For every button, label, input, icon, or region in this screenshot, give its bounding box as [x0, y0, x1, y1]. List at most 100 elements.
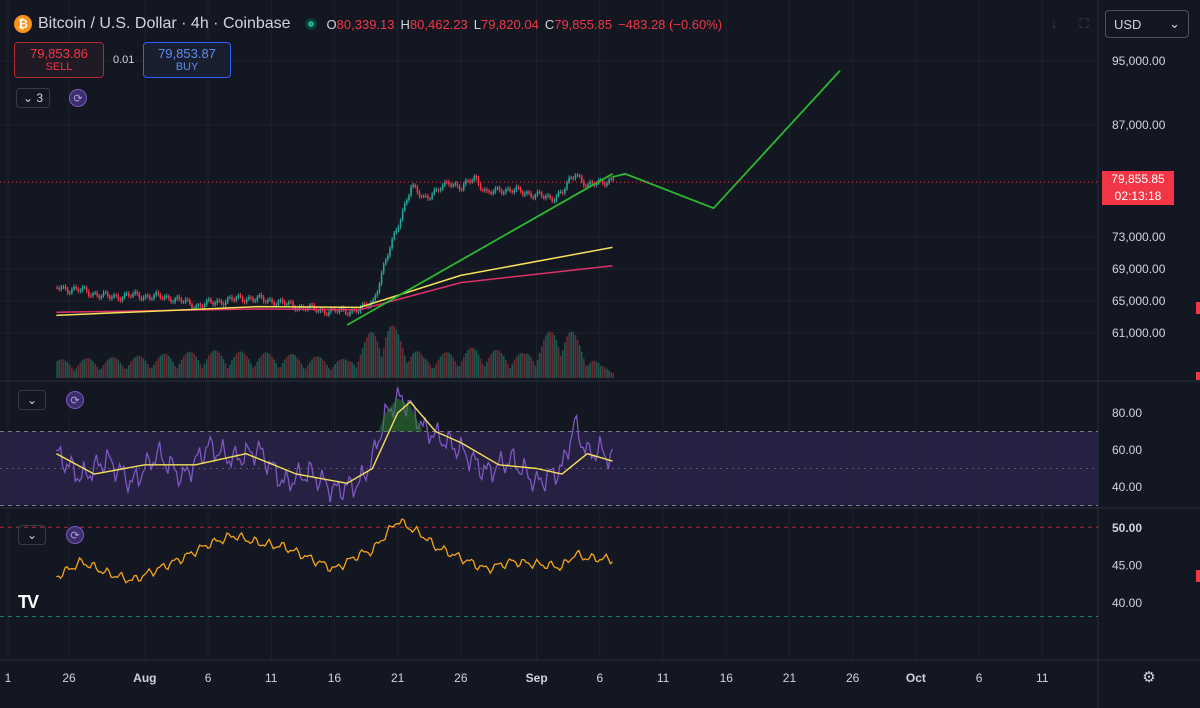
candle-body	[104, 292, 107, 294]
volume-bar	[549, 331, 551, 378]
candle-body	[570, 177, 572, 179]
candle-body	[431, 194, 433, 199]
last-price-value: 79,855.85	[1111, 172, 1165, 186]
candle-body	[273, 302, 275, 306]
buy-button[interactable]: 79,853.87 BUY	[143, 42, 231, 78]
oscillator-sync-icon[interactable]: ⟳	[66, 526, 84, 544]
candle-body	[243, 300, 246, 303]
volume-bar	[214, 350, 216, 378]
chevron-down-icon: ⌄	[1169, 16, 1180, 31]
volume-bar	[218, 352, 221, 378]
candle-body	[420, 196, 423, 198]
candle-body	[224, 301, 227, 306]
volume-bar	[83, 358, 86, 378]
currency-select[interactable]: USD ⌄	[1105, 10, 1189, 38]
candle-body	[123, 293, 126, 298]
volume-bar	[151, 368, 153, 378]
gear-icon[interactable]: ⚙	[1142, 669, 1156, 686]
candle-body	[326, 313, 328, 315]
rsi-sync-icon[interactable]: ⟳	[66, 391, 84, 409]
ema-fast-line	[56, 246, 613, 317]
candle-body	[85, 287, 88, 292]
volume-bar	[92, 361, 94, 378]
candle-body	[168, 295, 170, 299]
volume-bar	[412, 353, 414, 378]
volume-bar	[307, 365, 309, 378]
volume-bar	[545, 335, 547, 378]
volume-bar	[231, 360, 233, 378]
volume-bar	[304, 368, 307, 378]
volume-bar	[502, 356, 505, 378]
tradingview-logo: TV	[18, 592, 39, 612]
volume-bar	[66, 362, 69, 378]
candle-body	[182, 301, 185, 303]
candle-body	[100, 295, 103, 298]
candle-body	[538, 191, 541, 193]
volume-bar	[393, 326, 396, 378]
candle-body	[237, 295, 240, 298]
volume-bar	[315, 356, 318, 378]
candle-body	[342, 307, 345, 310]
volume-bar	[300, 363, 303, 378]
price-axis-label: 65,000.00	[1112, 294, 1166, 308]
candle-body	[205, 300, 208, 305]
oscillator-collapse-button[interactable]: ⌄	[18, 525, 46, 545]
candle-body	[58, 288, 61, 290]
candle-body	[382, 264, 385, 273]
low-value: 79,820.04	[480, 16, 539, 32]
volume-bar	[344, 359, 347, 378]
volume-bar	[208, 355, 210, 378]
volume-bar	[288, 354, 290, 378]
sync-icon[interactable]: ⟳	[69, 89, 87, 107]
volume-bar	[186, 352, 189, 378]
volume-bar	[77, 365, 80, 378]
volume-bar	[279, 366, 282, 378]
candle-body	[530, 193, 532, 197]
candle-body	[467, 180, 469, 182]
fullscreen-icon[interactable]: ⛶	[1079, 16, 1089, 31]
candle-body	[60, 287, 63, 290]
volume-bar	[511, 364, 513, 378]
buy-label: BUY	[175, 61, 199, 73]
volume-bar	[144, 360, 147, 378]
volume-bar	[115, 358, 117, 378]
volume-bar	[469, 348, 471, 378]
volume-bar	[380, 356, 383, 378]
rsi-line	[56, 387, 614, 503]
volume-bar	[273, 359, 275, 378]
candle-body	[460, 189, 463, 191]
candle-body	[180, 299, 183, 303]
rsi-collapse-button[interactable]: ⌄	[18, 390, 46, 410]
volume-bar	[572, 332, 575, 378]
candle-body	[414, 184, 417, 187]
candle-body	[201, 306, 204, 308]
candle-body	[275, 305, 278, 307]
volume-bar	[599, 365, 602, 378]
download-icon[interactable]: ↓	[1050, 16, 1058, 31]
candle-body	[227, 297, 229, 302]
indicators-collapse-button[interactable]: ⌄ 3	[16, 88, 50, 108]
candle-body	[69, 292, 71, 294]
symbol-title[interactable]: Bitcoin / U.S. Dollar · 4h · Coinbase	[38, 15, 291, 32]
candle-body	[610, 178, 613, 180]
volume-bar	[90, 359, 92, 378]
volume-bar	[163, 353, 166, 378]
volume-bar	[321, 359, 324, 378]
time-axis-label: 21	[391, 671, 405, 685]
volume-bar	[201, 368, 204, 378]
candle-body	[418, 192, 421, 197]
candle-body	[290, 301, 292, 303]
candle-body	[536, 191, 539, 195]
candle-body	[239, 295, 242, 297]
volume-bar	[433, 367, 436, 378]
volume-bar	[378, 348, 381, 378]
sell-button[interactable]: 79,853.86 SELL	[14, 42, 104, 78]
price-axis-label: 95,000.00	[1112, 54, 1166, 68]
volume-bar	[427, 361, 429, 378]
volume-bar	[410, 356, 412, 378]
candle-body	[515, 186, 518, 190]
volume-bar	[184, 353, 187, 378]
candle-body	[496, 187, 499, 189]
candle-body	[372, 299, 374, 303]
